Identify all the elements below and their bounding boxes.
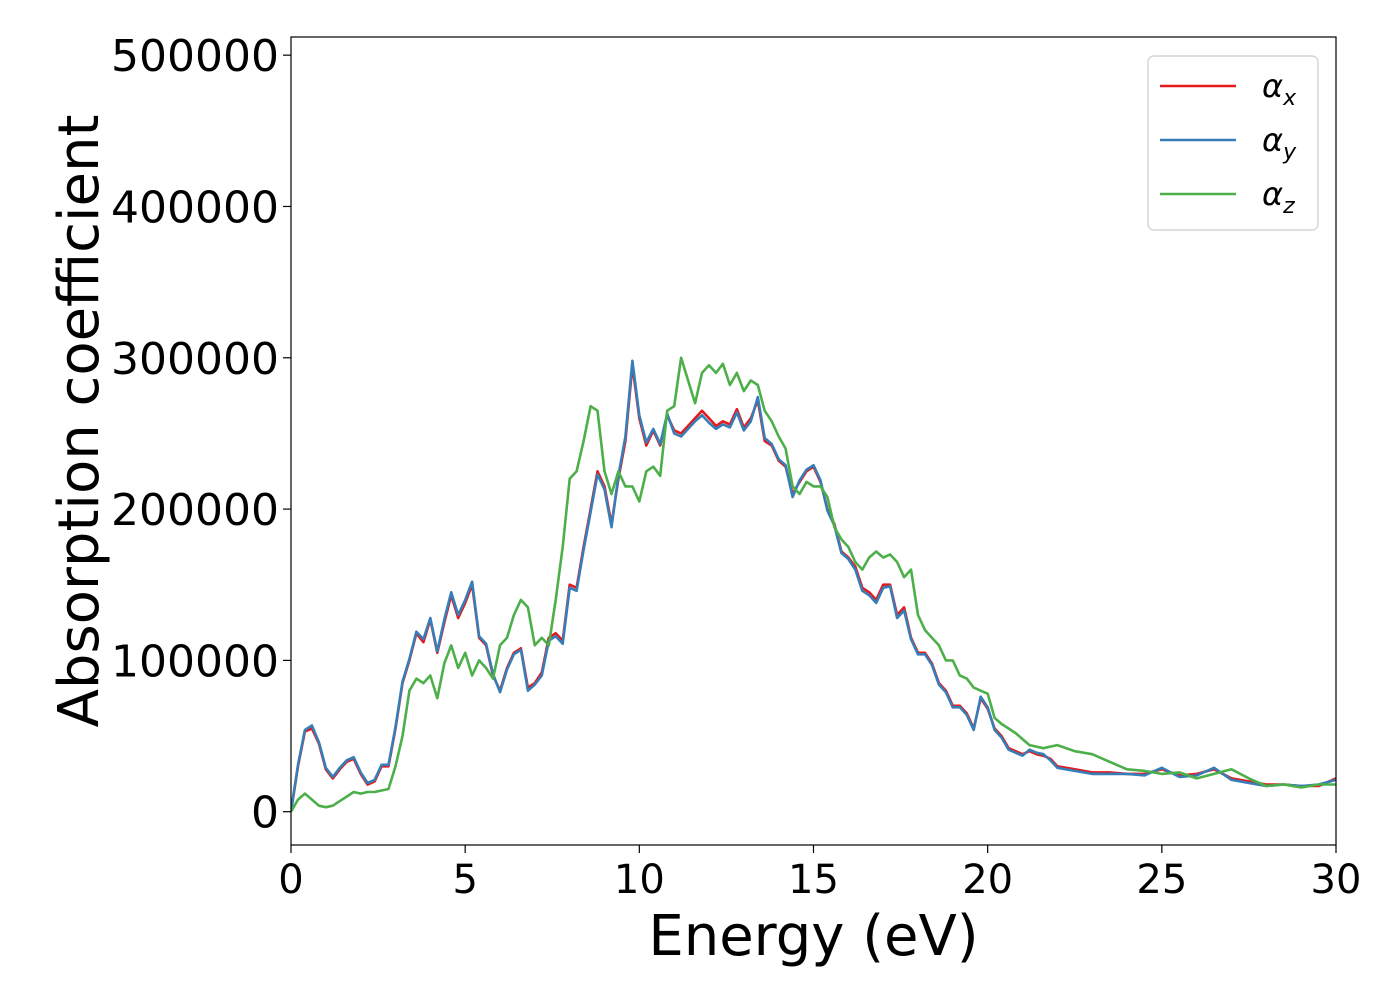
- y-tick-label: 100000: [111, 636, 279, 687]
- x-tick-label: 15: [788, 857, 839, 903]
- x-tick-label: 5: [452, 857, 477, 903]
- y-tick-label: 300000: [111, 334, 279, 385]
- series-line-alpha-y: [291, 359, 1336, 812]
- series-line-alpha-z: [291, 356, 1336, 813]
- legend-label-alpha-z: αz: [1262, 175, 1295, 219]
- x-tick-label: 0: [278, 857, 303, 903]
- series-layer: [291, 356, 1336, 813]
- y-tick-label: 400000: [111, 182, 279, 233]
- y-tick-label: 500000: [111, 31, 279, 82]
- legend: αx αy αz: [1147, 55, 1319, 231]
- legend-label-alpha-x: αx: [1262, 67, 1297, 111]
- x-tick-label: 20: [962, 857, 1013, 903]
- y-tick-label: 200000: [111, 485, 279, 536]
- plot-frame: [290, 36, 1337, 846]
- y-tick-label: 0: [251, 788, 279, 839]
- ticks-layer: 0 5 10 15 20 25 30 0 100000 200000 300000 400000 500…: [111, 31, 1361, 903]
- x-tick-label: 25: [1136, 857, 1187, 903]
- x-tick-label: 30: [1311, 857, 1362, 903]
- x-axis-title: Energy (eV): [648, 904, 978, 969]
- legend-box: [1147, 55, 1319, 231]
- y-axis-title: Absorption coefficient: [47, 115, 112, 728]
- x-tick-label: 10: [614, 857, 665, 903]
- legend-label-alpha-y: αy: [1262, 121, 1297, 165]
